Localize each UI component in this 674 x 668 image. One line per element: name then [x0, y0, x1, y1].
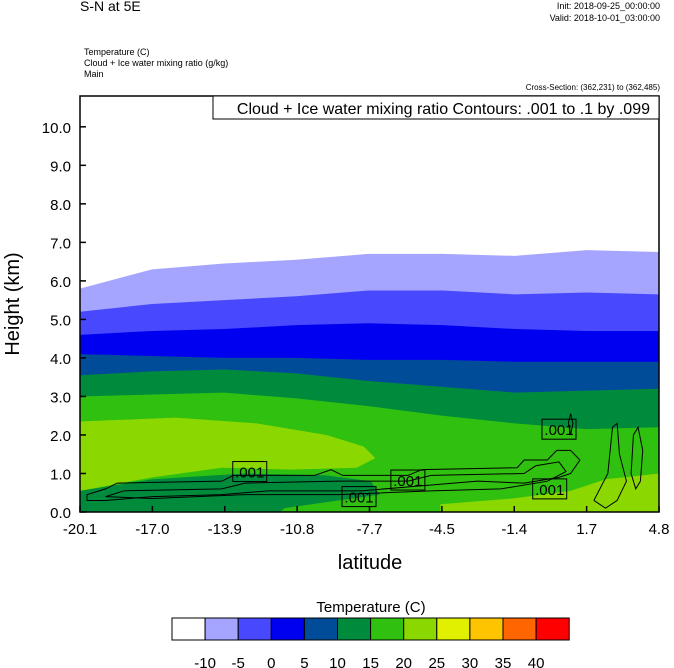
colorbar-swatch	[303, 617, 338, 641]
y-tick-label: 10.0	[42, 120, 71, 137]
contour-label: .001	[235, 465, 264, 482]
x-tick-label: 4.8	[649, 521, 670, 538]
y-tick-label: 9.0	[50, 158, 71, 175]
y-axis-title: Height (km)	[2, 252, 24, 355]
colorbar-label: 40	[528, 655, 545, 668]
y-tick-label: 8.0	[50, 197, 71, 214]
colorbar-swatch	[436, 617, 471, 641]
y-tick-label: 4.0	[50, 351, 71, 368]
colorbar-swatch	[270, 617, 305, 641]
colorbar-swatch	[204, 617, 239, 641]
y-tick-label: 7.0	[50, 235, 71, 252]
colorbar-label: 35	[495, 655, 512, 668]
x-tick-label: -1.4	[501, 521, 527, 538]
field-label-main: Main	[84, 69, 104, 79]
x-tick-label: -4.5	[429, 521, 455, 538]
temperature-patch-10-15	[80, 473, 380, 512]
cross-section-label: Cross-Section: (362,231) to (362,485)	[525, 83, 660, 92]
colorbar-swatch	[469, 617, 504, 641]
colorbar-swatch	[502, 617, 537, 641]
contour-line	[567, 413, 574, 436]
colorbar-swatch	[171, 617, 206, 641]
x-axis-title: latitude	[338, 552, 403, 574]
colorbar-swatch	[370, 617, 405, 641]
colorbar-swatch	[535, 617, 570, 641]
x-tick-label: 1.7	[576, 521, 597, 538]
contour-line	[630, 425, 644, 491]
y-tick-label: 1.0	[50, 466, 71, 483]
colorbar-swatch	[403, 617, 438, 641]
colorbar-label: 10	[329, 655, 346, 668]
contour-label-box	[390, 469, 426, 491]
colorbar-label: 20	[395, 655, 412, 668]
y-tick-label: 2.0	[50, 428, 71, 445]
colorbar-title: Temperature (C)	[316, 599, 425, 616]
field-label-temperature: Temperature (C)	[84, 47, 150, 57]
plot-title: S-N at 5E	[80, 0, 141, 14]
mixing-ratio-contours: .001 .001 .001 .001 .001	[86, 413, 644, 509]
colorbar-label: 5	[300, 655, 308, 668]
colorbar-label: 30	[462, 655, 479, 668]
contour-label-box	[232, 461, 268, 483]
axes: 0.0 1.0 2.0 3.0 4.0 5.0 6.0 7.0 8.0 9.0 10.0 -20.1 -…	[42, 120, 670, 538]
valid-time: Valid: 2018-10-01_03:00:00	[549, 13, 660, 23]
temperature-fills	[80, 96, 659, 512]
contour-label-box	[532, 478, 568, 500]
colorbar-label: 25	[428, 655, 445, 668]
legend-text: Cloud + Ice water mixing ratio Contours:…	[237, 101, 650, 118]
colorbar-label: 15	[362, 655, 379, 668]
colorbar: -10 -5 0 5 10 15 20 25 30 35 40	[171, 617, 570, 668]
colorbar-label: 0	[267, 655, 275, 668]
legend-box	[212, 95, 660, 120]
contour-label-box	[341, 486, 377, 508]
y-tick-label: 0.0	[50, 505, 71, 522]
colorbar-label: -5	[232, 655, 245, 668]
y-tick-label: 3.0	[50, 389, 71, 406]
x-tick-label: -20.1	[63, 521, 97, 538]
x-tick-label: -10.8	[280, 521, 314, 538]
contour-line	[86, 449, 581, 501]
contour-line	[105, 461, 567, 500]
field-label-cloud-ice: Cloud + Ice water mixing ratio (g/kg)	[84, 58, 229, 68]
colorbar-swatch	[237, 617, 272, 641]
colorbar-label: -10	[194, 655, 216, 668]
x-tick-label: -17.0	[135, 521, 169, 538]
y-tick-label: 6.0	[50, 274, 71, 291]
contour-label-box	[541, 418, 577, 440]
temperature-patch-20-25	[80, 417, 376, 491]
x-tick-label: -7.7	[357, 521, 383, 538]
contour-label: .001	[393, 473, 422, 490]
init-time: Init: 2018-09-25_00:00:00	[556, 1, 660, 11]
colorbar-swatch	[337, 617, 372, 641]
y-tick-label: 5.0	[50, 312, 71, 329]
temperature-patch-20-25	[440, 473, 659, 512]
contour-label: .001	[535, 482, 564, 499]
contour-label: .001	[544, 422, 573, 439]
contour-line	[593, 422, 627, 509]
x-tick-label: -13.9	[208, 521, 242, 538]
contour-label: .001	[344, 490, 373, 507]
